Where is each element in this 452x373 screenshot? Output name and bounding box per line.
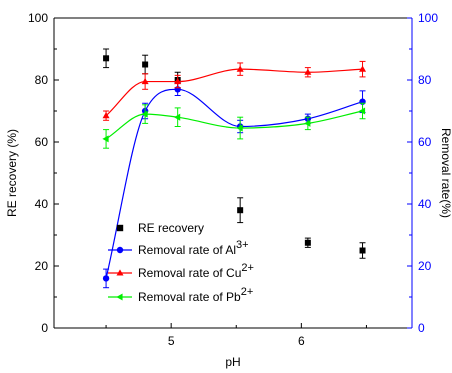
legend-label: Removal rate of Pb2+ (138, 286, 253, 304)
y-right-tick-label: 20 (418, 259, 432, 273)
legend-label-superscript: 2+ (241, 262, 254, 274)
y-left-tick-label: 60 (35, 135, 49, 149)
series-0-point (103, 55, 110, 62)
y-left-tick-label: 80 (35, 73, 49, 87)
axes-layer: 0 0 20 20 40 40 60 60 80 80 100 100 5 6 pH RE recovery … (5, 11, 452, 369)
y-right-tick-label: 40 (418, 197, 432, 211)
series-2-point (102, 111, 110, 119)
series-2-point (236, 65, 244, 72)
legend-item-3: Removal rate of Pb2+ (108, 286, 253, 304)
y-right-tick-label: 0 (418, 321, 425, 335)
legend-label-superscript: 3+ (236, 239, 249, 251)
series-3-point (304, 119, 311, 127)
x-tick-label: 5 (168, 334, 175, 348)
legend-marker (116, 246, 124, 254)
legend-label: Removal rate of Cu2+ (138, 262, 254, 280)
series-0-point (237, 207, 244, 214)
series-0-point (359, 247, 366, 254)
x-axis-label: pH (225, 355, 240, 369)
series-2-point (359, 65, 367, 72)
legend-label-superscript: 2+ (241, 286, 254, 298)
series-3-point (236, 124, 243, 132)
x-tick-label: 6 (298, 334, 305, 348)
y-left-tick-label: 100 (28, 11, 48, 25)
legend-marker (116, 293, 123, 301)
series-3-point (358, 107, 366, 115)
series-2-point (304, 68, 312, 75)
y-right-axis-label: Removal rate(%) (439, 128, 452, 218)
legend-marker (116, 269, 124, 276)
y-right-tick-label: 100 (418, 11, 438, 25)
legend: RE recovery Removal rate of Al3+ Removal r… (108, 221, 254, 304)
legend-label: Removal rate of Al3+ (138, 239, 249, 257)
plot-layer (102, 48, 367, 289)
series-3-point (173, 113, 181, 121)
series-1-point (102, 275, 110, 282)
series-2-point (174, 77, 182, 85)
y-left-tick-label: 40 (35, 197, 49, 211)
legend-marker (116, 224, 124, 232)
legend-item-1: Removal rate of Al3+ (108, 239, 249, 257)
legend-item-0: RE recovery (116, 221, 204, 235)
legend-item-2: Removal rate of Cu2+ (108, 262, 254, 280)
y-right-tick-label: 80 (418, 73, 432, 87)
series-0-point (304, 239, 311, 246)
y-left-axis-label: RE recovery (%) (5, 129, 19, 217)
y-left-tick-label: 20 (35, 259, 49, 273)
y-left-tick-label: 0 (41, 321, 48, 335)
series-3-point (102, 135, 109, 143)
series-2-point (141, 77, 149, 85)
series-3-point (141, 110, 148, 118)
legend-label: RE recovery (138, 221, 204, 235)
y-right-tick-label: 60 (418, 135, 432, 149)
series-0-point (142, 61, 149, 68)
